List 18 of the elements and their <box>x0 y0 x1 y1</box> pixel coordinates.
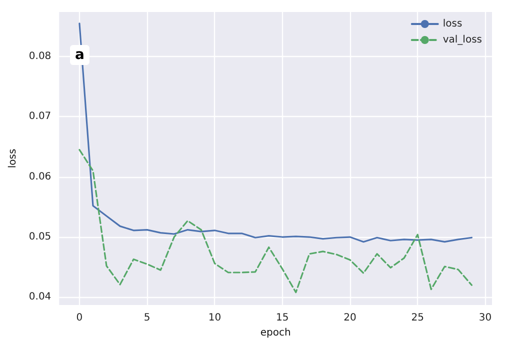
x-tick-label: 5 <box>144 312 150 324</box>
x-tick-label: 0 <box>76 312 83 324</box>
y-tick-label: 0.07 <box>28 111 52 122</box>
legend-label: loss <box>442 18 462 30</box>
y-tick-label: 0.05 <box>28 232 52 243</box>
x-tick-label: 30 <box>478 312 492 324</box>
x-tick-label: 15 <box>276 312 289 324</box>
x-tick-label: 20 <box>344 312 356 324</box>
x-tick-label: 25 <box>411 312 424 324</box>
x-axis-title: epoch <box>260 327 291 338</box>
y-axis-title: loss <box>8 148 18 168</box>
y-tick-label: 0.04 <box>28 292 52 303</box>
annotation: a <box>75 47 84 63</box>
legend-label: val_loss <box>442 34 482 46</box>
y-tick-label: 0.06 <box>28 171 52 182</box>
x-tick-label: 10 <box>208 312 222 324</box>
line-series <box>78 148 473 294</box>
y-tick-label: 0.08 <box>28 51 52 62</box>
